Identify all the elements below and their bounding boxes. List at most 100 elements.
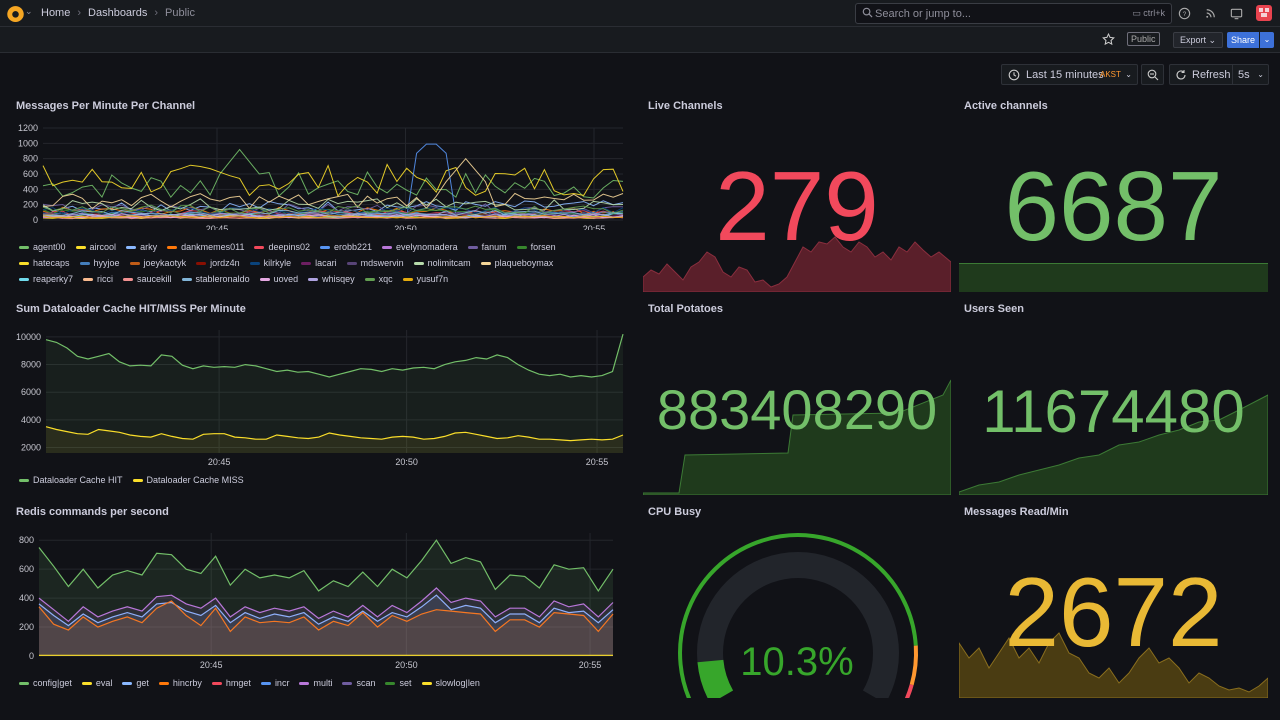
legend-label: agent00 xyxy=(33,242,66,252)
series-line[interactable] xyxy=(42,216,624,220)
stat-value: 2672 xyxy=(1004,557,1223,667)
legend-item[interactable]: jordz4n xyxy=(196,258,240,268)
stat-value: 279 xyxy=(715,151,879,261)
y-tick-label: 2000 xyxy=(21,442,41,452)
x-tick-label: 20:50 xyxy=(395,660,418,670)
legend-item[interactable]: Dataloader Cache HIT xyxy=(19,475,123,485)
legend-swatch xyxy=(467,245,478,249)
sparkline-live-channels xyxy=(643,236,951,292)
y-tick-label: 0 xyxy=(33,215,38,225)
zoom-out-button[interactable] xyxy=(1141,64,1164,85)
legend-item[interactable]: lacari xyxy=(301,258,337,268)
grafana-logo-icon[interactable] xyxy=(7,5,24,22)
legend-item[interactable]: multi xyxy=(299,678,332,688)
legend-item[interactable]: slowlog|len xyxy=(421,678,480,688)
legend-swatch xyxy=(413,261,424,265)
legend-label: jordz4n xyxy=(210,258,240,268)
chevron-down-icon[interactable]: ⌄ xyxy=(25,6,33,16)
series-line[interactable] xyxy=(42,204,624,214)
series-line[interactable] xyxy=(42,206,624,215)
share-menu-chevron-icon[interactable]: ⌄ xyxy=(1260,32,1274,48)
legend-item[interactable]: erobb221 xyxy=(320,242,372,252)
legend-swatch xyxy=(299,681,310,685)
legend-item[interactable]: aircool xyxy=(75,242,116,252)
export-button[interactable]: Export ⌄ xyxy=(1173,32,1224,48)
legend-item[interactable]: yusuf7n xyxy=(402,274,448,284)
legend-item[interactable]: mdswervin xyxy=(346,258,404,268)
legend-item[interactable]: deepins02 xyxy=(254,242,310,252)
legend-item[interactable]: kilrkyle xyxy=(249,258,292,268)
refresh-button[interactable]: Refresh xyxy=(1169,64,1233,85)
legend-label: multi xyxy=(313,678,333,688)
y-tick-label: 10000 xyxy=(16,332,41,342)
legend-item[interactable]: hatecaps xyxy=(19,258,70,268)
legend-item[interactable]: hmget xyxy=(211,678,251,688)
legend-item[interactable]: hyyjoe xyxy=(79,258,120,268)
legend-item[interactable]: dankmemes011 xyxy=(167,242,244,252)
legend-item[interactable]: stableronaldo xyxy=(181,274,250,284)
legend-swatch xyxy=(19,245,29,249)
legend-item[interactable]: set xyxy=(385,678,412,688)
legend-item[interactable]: reaperky7 xyxy=(19,274,73,284)
sparkline-messages-read xyxy=(959,632,1268,698)
legend-item[interactable]: fanum xyxy=(467,242,507,252)
series-line[interactable] xyxy=(38,600,614,633)
star-icon[interactable] xyxy=(1101,32,1116,47)
legend-label: kilrkyle xyxy=(263,258,292,268)
series-line[interactable] xyxy=(42,157,624,210)
series-line[interactable] xyxy=(45,426,624,442)
series-line[interactable] xyxy=(42,148,624,199)
series-line[interactable] xyxy=(38,587,614,623)
x-tick-label: 20:55 xyxy=(583,224,606,230)
legend-item[interactable]: ricci xyxy=(83,274,113,284)
legend-item[interactable]: incr xyxy=(260,678,289,688)
refresh-interval-picker[interactable]: 5s ⌄ xyxy=(1233,64,1269,85)
x-tick-label: 20:55 xyxy=(579,660,602,670)
legend-item[interactable]: saucekill xyxy=(123,274,172,284)
legend-item[interactable]: xqc xyxy=(364,274,393,284)
legend-swatch xyxy=(83,277,94,281)
legend-label: joeykaotyk xyxy=(143,258,187,268)
legend-item[interactable]: plaqueboymax xyxy=(480,258,553,268)
legend-item[interactable]: config|get xyxy=(19,678,72,688)
breadcrumb-dashboards[interactable]: Dashboards xyxy=(88,7,148,19)
legend-item[interactable]: hincrby xyxy=(158,678,202,688)
kiosk-monitor-icon[interactable] xyxy=(1229,6,1244,21)
y-tick-label: 800 xyxy=(19,535,34,545)
legend-item[interactable]: uoved xyxy=(259,274,298,284)
zoom-out-icon xyxy=(1147,69,1159,81)
legend-item[interactable]: forsen xyxy=(516,242,556,252)
series-line[interactable] xyxy=(38,539,614,592)
legend-item[interactable]: joeykaotyk xyxy=(129,258,187,268)
legend-item[interactable]: eval xyxy=(81,678,112,688)
search-input[interactable]: Search or jump to... ▭ ctrl+k xyxy=(855,3,1172,24)
avatar[interactable] xyxy=(1256,5,1272,21)
series-line[interactable] xyxy=(45,333,624,378)
chart-redis-commands[interactable]: 0 200 400 600 800 20:45 20:50 20:55 xyxy=(11,528,631,673)
share-button[interactable]: Share xyxy=(1227,32,1259,48)
series-line[interactable] xyxy=(38,594,614,627)
legend-item[interactable]: Dataloader Cache MISS xyxy=(132,475,244,485)
breadcrumb-home[interactable]: Home xyxy=(41,7,71,19)
legend-item[interactable]: nolimitcam xyxy=(413,258,471,268)
legend-item[interactable]: whisqey xyxy=(308,274,355,284)
legend-item[interactable]: arky xyxy=(126,242,157,252)
y-tick-label: 1200 xyxy=(18,123,38,133)
refresh-interval-value: 5s xyxy=(1238,69,1250,81)
series-line[interactable] xyxy=(42,198,624,212)
chart-dataloader-cache[interactable]: 2000 4000 6000 8000 10000 20:45 20:50 20:55 xyxy=(11,325,631,470)
chart-messages-per-minute[interactable]: 0 200 400 600 800 1000 1200 20:45 20:50 20:55 xyxy=(11,120,631,230)
legend-item[interactable]: get xyxy=(122,678,149,688)
legend-label: hmget xyxy=(225,678,251,688)
legend-label: lacari xyxy=(315,258,337,268)
legend-item[interactable]: evelynomadera xyxy=(382,242,458,252)
series-line[interactable] xyxy=(42,215,624,219)
legend-label: config|get xyxy=(33,678,72,688)
help-icon[interactable]: ? xyxy=(1177,6,1192,21)
y-tick-label: 8000 xyxy=(21,360,41,370)
news-feed-icon[interactable] xyxy=(1203,6,1218,21)
legend-item[interactable]: agent00 xyxy=(19,242,66,252)
legend-item[interactable]: scan xyxy=(342,678,375,688)
time-range-picker[interactable]: Last 15 minutes AKST ⌄ xyxy=(1001,64,1138,85)
series-line[interactable] xyxy=(42,163,624,197)
